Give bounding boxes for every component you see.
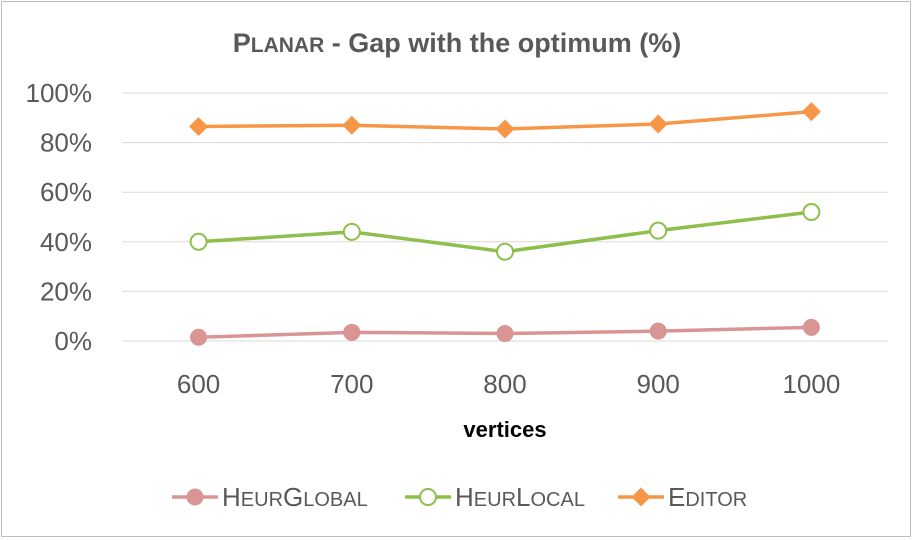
chart-title-lead: P — [233, 28, 251, 58]
data-point — [342, 222, 361, 241]
data-point — [802, 203, 821, 222]
data-point — [631, 487, 651, 507]
data-point — [190, 328, 208, 346]
data-point — [419, 488, 437, 506]
y-tick-label: 40% — [40, 227, 92, 257]
y-tick-label: 0% — [54, 326, 92, 356]
x-tick-label: 600 — [177, 369, 220, 399]
legend-item: EDITOR — [618, 482, 747, 512]
data-point — [649, 322, 667, 340]
data-point — [496, 325, 514, 343]
x-tick-label: 900 — [637, 369, 680, 399]
data-point — [189, 232, 208, 251]
series-group — [189, 102, 821, 346]
chart-title-rest: - Gap with the optimum (%) — [324, 28, 681, 58]
series-editor — [189, 102, 821, 139]
legend-label: EDITOR — [668, 482, 747, 512]
chart-title: PLANAR - Gap with the optimum (%) — [233, 28, 682, 58]
y-tick-label: 20% — [40, 276, 92, 306]
data-point — [342, 115, 362, 135]
x-tick-label: 700 — [330, 369, 373, 399]
y-axis-ticks: 0% 20% 40% 60% 80% 100% — [26, 78, 93, 356]
x-axis-title: vertices — [463, 417, 546, 442]
x-tick-label: 800 — [483, 369, 526, 399]
x-tick-label: 1000 — [782, 369, 840, 399]
data-point — [801, 102, 821, 122]
series-heurglobal — [190, 318, 820, 346]
legend-item: HEURGLOBAL — [172, 482, 368, 512]
series-heurlocal — [189, 203, 821, 261]
legend-item: HEURLOCAL — [405, 482, 585, 512]
data-point — [495, 119, 515, 139]
y-tick-label: 100% — [26, 78, 93, 108]
chart-title-small: LANAR — [251, 34, 325, 57]
y-tick-label: 60% — [40, 177, 92, 207]
data-point — [649, 221, 668, 240]
legend: HEURGLOBAL HEURLOCAL EDITOR — [172, 482, 747, 512]
legend-label: HEURGLOBAL — [222, 482, 368, 512]
gridlines — [122, 92, 888, 342]
data-point — [496, 242, 514, 261]
legend-label: HEURLOCAL — [455, 482, 585, 512]
data-point — [186, 488, 204, 506]
data-point — [189, 116, 209, 136]
x-axis-ticks: 600 700 800 900 1000 — [177, 369, 840, 399]
y-tick-label: 80% — [40, 128, 92, 158]
data-point — [648, 114, 668, 134]
data-point — [802, 318, 820, 336]
data-point — [343, 323, 361, 341]
